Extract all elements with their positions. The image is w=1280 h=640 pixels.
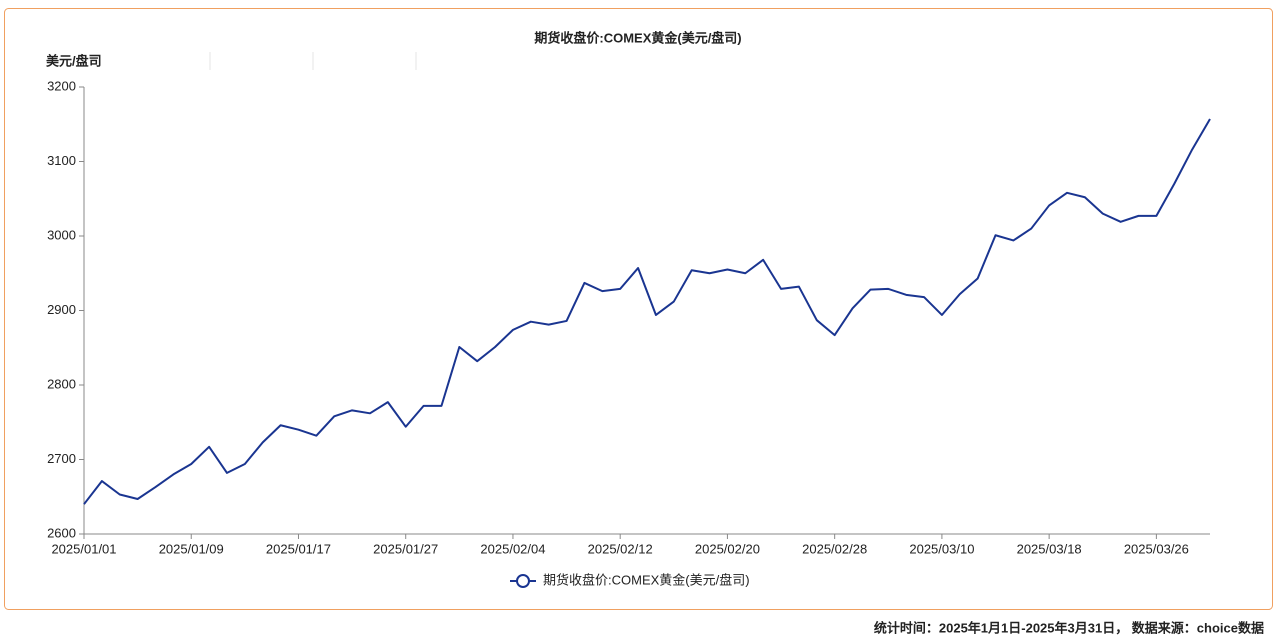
- chart-title: 期货收盘价:COMEX黄金(美元/盘司): [534, 30, 741, 45]
- y-axis-label: 美元/盘司: [46, 53, 102, 68]
- chart-frame: [4, 8, 1273, 610]
- x-tick-label: 2025/01/01: [51, 541, 116, 556]
- x-tick-label: 2025/02/12: [588, 541, 653, 556]
- data-line: [83, 118, 1211, 505]
- x-tick-label: 2025/03/26: [1124, 541, 1189, 556]
- x-tick-label: 2025/01/27: [373, 541, 438, 556]
- legend-label: 期货收盘价:COMEX黄金(美元/盘司): [543, 572, 750, 587]
- x-tick-label: 2025/01/17: [266, 541, 331, 556]
- legend-marker: [516, 574, 530, 588]
- y-tick-label: 3200: [47, 78, 76, 93]
- y-tick-label: 2900: [47, 302, 76, 317]
- y-tick-label: 2700: [47, 451, 76, 466]
- y-tick-label: 3100: [47, 153, 76, 168]
- y-tick-label: 3000: [47, 227, 76, 242]
- x-tick-label: 2025/03/18: [1017, 541, 1082, 556]
- x-tick-label: 2025/01/09: [159, 541, 224, 556]
- x-tick-label: 2025/02/28: [802, 541, 867, 556]
- x-tick-label: 2025/02/20: [695, 541, 760, 556]
- y-tick-label: 2600: [47, 525, 76, 540]
- x-tick-label: 2025/02/04: [480, 541, 545, 556]
- y-tick-label: 2800: [47, 376, 76, 391]
- footer: 统计时间：2025年1月1日-2025年3月31日， 数据来源：choice数据: [874, 620, 1264, 635]
- x-tick-label: 2025/03/10: [909, 541, 974, 556]
